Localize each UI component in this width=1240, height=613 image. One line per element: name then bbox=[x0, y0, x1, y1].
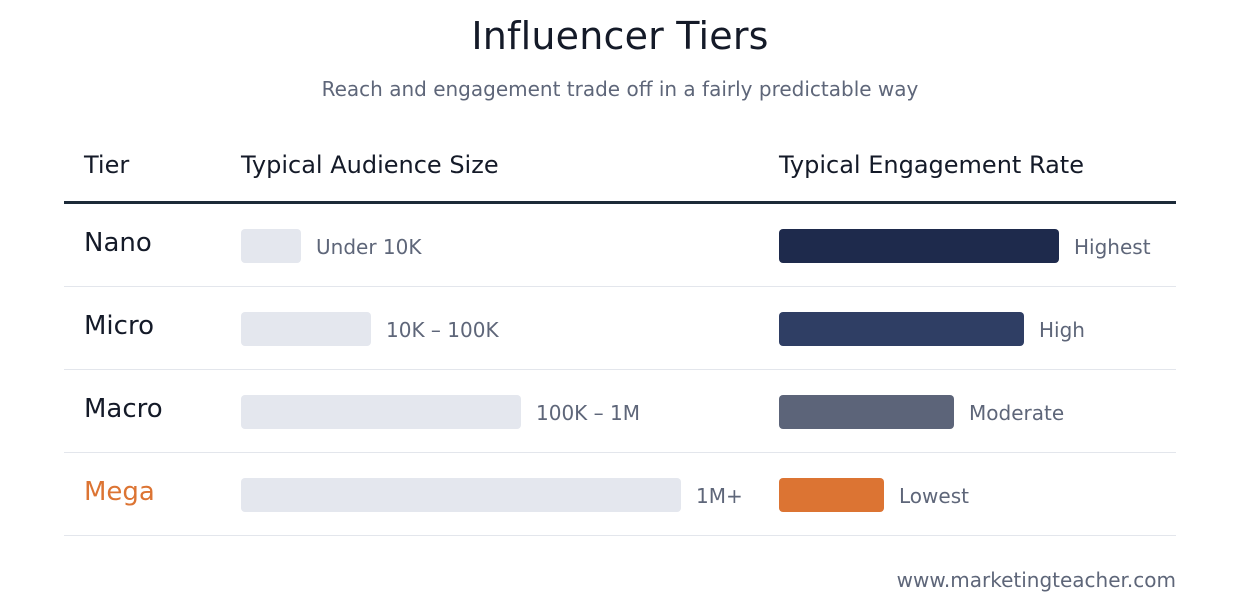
tier-name: Mega bbox=[84, 477, 155, 507]
row-divider bbox=[64, 369, 1176, 370]
table-row: Macro 100K – 1M Moderate bbox=[64, 370, 1176, 453]
table-row: Micro 10K – 100K High bbox=[64, 287, 1176, 370]
engagement-bar bbox=[779, 229, 1059, 263]
engagement-label: Moderate bbox=[969, 401, 1065, 425]
engagement-bar bbox=[779, 478, 884, 512]
tier-name: Micro bbox=[84, 311, 154, 341]
engagement-bar bbox=[779, 395, 954, 429]
engagement-bar bbox=[779, 312, 1024, 346]
tier-name: Macro bbox=[84, 394, 163, 424]
row-divider bbox=[64, 535, 1176, 536]
chart-subtitle: Reach and engagement trade off in a fair… bbox=[321, 77, 919, 101]
header-rule bbox=[64, 201, 1176, 204]
header-tier: Tier bbox=[84, 151, 130, 179]
audience-label: 100K – 1M bbox=[536, 401, 640, 425]
audience-bar bbox=[241, 478, 681, 512]
audience-label: Under 10K bbox=[316, 235, 422, 259]
engagement-label: Lowest bbox=[899, 484, 969, 508]
chart-title: Influencer Tiers bbox=[471, 14, 769, 58]
tier-name: Nano bbox=[84, 228, 152, 258]
row-divider bbox=[64, 452, 1176, 453]
source-footer: www.marketingteacher.com bbox=[896, 568, 1176, 592]
row-divider bbox=[64, 286, 1176, 287]
audience-bar bbox=[241, 395, 521, 429]
header-audience: Typical Audience Size bbox=[241, 151, 499, 179]
header-engagement: Typical Engagement Rate bbox=[779, 151, 1084, 179]
audience-bar bbox=[241, 229, 301, 263]
engagement-label: Highest bbox=[1074, 235, 1151, 259]
audience-bar bbox=[241, 312, 371, 346]
audience-label: 10K – 100K bbox=[386, 318, 499, 342]
audience-label: 1M+ bbox=[696, 484, 743, 508]
engagement-label: High bbox=[1039, 318, 1085, 342]
table-row: Mega 1M+ Lowest bbox=[64, 453, 1176, 536]
table-row: Nano Under 10K Highest bbox=[64, 204, 1176, 287]
